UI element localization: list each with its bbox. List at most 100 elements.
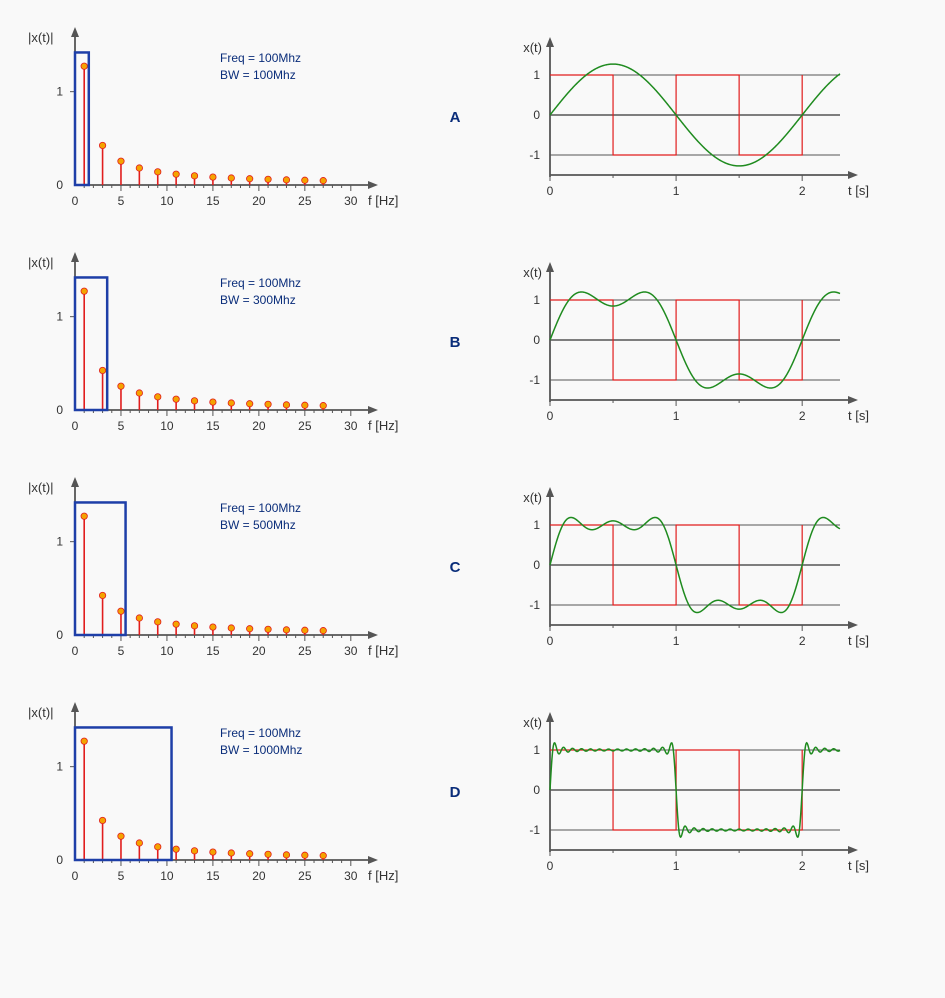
freq-bw-annotation: Freq = 100MhzBW = 1000Mhz (220, 725, 302, 759)
panel-row-c: 05101520253001|x(t)|f [Hz]Freq = 100MhzB… (20, 470, 925, 665)
spectrum-chart: 0 5 10 15 20 25 30 0 1 |x(t)| f [Hz] Freq = 100MhzB… (20, 470, 415, 665)
svg-text:15: 15 (206, 869, 220, 883)
svg-text:x(t): x(t) (523, 490, 542, 505)
svg-text:2: 2 (799, 184, 806, 198)
svg-text:10: 10 (160, 419, 174, 433)
spectrum-chart: 05101520253001|x(t)|f [Hz]Freq = 100MhzB… (20, 20, 415, 215)
svg-text:-1: -1 (529, 373, 540, 387)
svg-text:25: 25 (298, 194, 312, 208)
svg-text:|x(t)|: |x(t)| (28, 255, 54, 270)
svg-text:1: 1 (673, 634, 680, 648)
svg-text:0: 0 (533, 558, 540, 572)
svg-text:0: 0 (56, 178, 63, 192)
svg-text:|x(t)|: |x(t)| (28, 705, 54, 720)
svg-text:30: 30 (344, 419, 358, 433)
spectrum-chart: 05101520253001|x(t)|f [Hz]Freq = 100MhzB… (20, 695, 415, 890)
freq-annotation-line: Freq = 100Mhz (220, 500, 301, 517)
svg-text:f [Hz]: f [Hz] (368, 868, 398, 883)
svg-text:0: 0 (72, 869, 79, 883)
svg-text:25: 25 (298, 869, 312, 883)
svg-text:2: 2 (799, 859, 806, 873)
svg-text:20: 20 (252, 869, 266, 883)
svg-text:2: 2 (799, 409, 806, 423)
svg-text:5: 5 (118, 419, 125, 433)
svg-text:30: 30 (344, 644, 358, 658)
svg-text:2: 2 (799, 634, 806, 648)
bw-annotation-line: BW = 300Mhz (220, 292, 301, 309)
row-label: C (445, 559, 465, 576)
svg-text:-1: -1 (529, 148, 540, 162)
svg-text:1: 1 (56, 760, 63, 774)
svg-text:0: 0 (547, 409, 554, 423)
svg-text:t [s]: t [s] (848, 183, 869, 198)
panel-row-d: 05101520253001|x(t)|f [Hz]Freq = 100MhzB… (20, 695, 925, 890)
svg-text:x(t): x(t) (523, 40, 542, 55)
svg-text:5: 5 (118, 194, 125, 208)
freq-annotation-line: Freq = 100Mhz (220, 275, 301, 292)
svg-text:t [s]: t [s] (848, 408, 869, 423)
svg-text:10: 10 (160, 194, 174, 208)
row-label: D (445, 784, 465, 801)
svg-text:20: 20 (252, 194, 266, 208)
svg-text:10: 10 (160, 644, 174, 658)
svg-text:20: 20 (252, 419, 266, 433)
row-label: B (445, 334, 465, 351)
svg-text:10: 10 (160, 869, 174, 883)
panel-row-b: 05101520253001|x(t)|f [Hz]Freq = 100MhzB… (20, 245, 925, 440)
svg-text:15: 15 (206, 419, 220, 433)
svg-text:t [s]: t [s] (848, 858, 869, 873)
svg-text:1: 1 (533, 743, 540, 757)
svg-text:f [Hz]: f [Hz] (368, 643, 398, 658)
svg-text:1: 1 (673, 184, 680, 198)
svg-text:f [Hz]: f [Hz] (368, 193, 398, 208)
svg-text:1: 1 (56, 535, 63, 549)
freq-bw-annotation: Freq = 100MhzBW = 100Mhz (220, 50, 301, 84)
svg-text:0: 0 (533, 783, 540, 797)
svg-text:1: 1 (533, 68, 540, 82)
svg-text:5: 5 (118, 644, 125, 658)
time-chart: 012-101x(t)t [s] (495, 705, 895, 880)
svg-text:-1: -1 (529, 823, 540, 837)
svg-text:25: 25 (298, 644, 312, 658)
bw-annotation-line: BW = 100Mhz (220, 67, 301, 84)
svg-text:f [Hz]: f [Hz] (368, 418, 398, 433)
row-label: A (445, 109, 465, 126)
svg-text:|x(t)|: |x(t)| (28, 480, 54, 495)
svg-text:1: 1 (56, 85, 63, 99)
svg-text:0: 0 (547, 634, 554, 648)
svg-text:1: 1 (56, 310, 63, 324)
freq-annotation-line: Freq = 100Mhz (220, 725, 302, 742)
svg-text:x(t): x(t) (523, 715, 542, 730)
svg-text:x(t): x(t) (523, 265, 542, 280)
svg-text:t [s]: t [s] (848, 633, 869, 648)
svg-text:0: 0 (56, 628, 63, 642)
svg-text:0: 0 (547, 859, 554, 873)
svg-text:0: 0 (56, 853, 63, 867)
svg-text:20: 20 (252, 644, 266, 658)
svg-text:0: 0 (533, 108, 540, 122)
freq-bw-annotation: Freq = 100MhzBW = 300Mhz (220, 275, 301, 309)
time-chart: 0 1 2 -1 0 1 x(t) t [s] (495, 255, 895, 430)
svg-text:0: 0 (72, 419, 79, 433)
svg-text:5: 5 (118, 869, 125, 883)
svg-text:15: 15 (206, 644, 220, 658)
svg-text:1: 1 (533, 293, 540, 307)
panel-row-a: 05101520253001|x(t)|f [Hz]Freq = 100MhzB… (20, 20, 925, 215)
svg-text:0: 0 (56, 403, 63, 417)
time-chart: 0 1 2 -1 0 1 x(t) t [s] (495, 30, 895, 205)
svg-text:1: 1 (673, 409, 680, 423)
time-chart: 012-101x(t)t [s] (495, 480, 895, 655)
svg-text:0: 0 (533, 333, 540, 347)
bw-annotation-line: BW = 500Mhz (220, 517, 301, 534)
freq-annotation-line: Freq = 100Mhz (220, 50, 301, 67)
svg-text:|x(t)|: |x(t)| (28, 30, 54, 45)
svg-text:0: 0 (72, 644, 79, 658)
spectrum-chart: 0 5 10 15 20 25 30 0 1 |x(t)| f [Hz] Freq = 100MhzB… (20, 245, 415, 440)
svg-text:15: 15 (206, 194, 220, 208)
svg-text:-1: -1 (529, 598, 540, 612)
svg-text:0: 0 (547, 184, 554, 198)
svg-text:25: 25 (298, 419, 312, 433)
bw-annotation-line: BW = 1000Mhz (220, 742, 302, 759)
freq-bw-annotation: Freq = 100MhzBW = 500Mhz (220, 500, 301, 534)
svg-text:0: 0 (72, 194, 79, 208)
